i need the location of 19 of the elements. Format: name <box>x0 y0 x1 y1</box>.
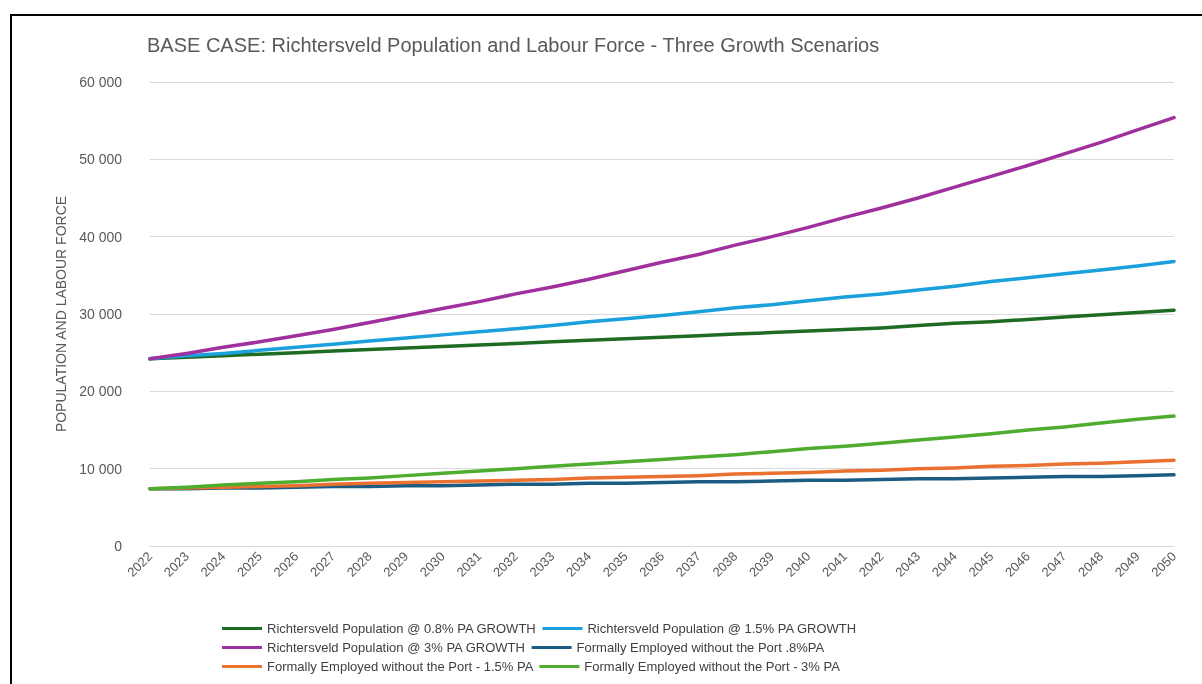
legend-label: Richtersveld Population @ 3% PA GROWTH <box>267 640 525 655</box>
legend-label: Formally Employed without the Port - 1.5% PA <box>267 659 534 674</box>
y-tick-label: 60 000 <box>79 74 123 90</box>
y-tick-label: 10 000 <box>79 460 123 477</box>
legend-label: Richtersveld Population @ 0.8% PA GROWTH <box>267 621 536 636</box>
legend-label: Formally Employed without the Port .8%PA <box>576 640 825 655</box>
y-tick-label: 30 000 <box>79 306 123 322</box>
line-series <box>148 115 1176 361</box>
y-tick-label: 20 000 <box>79 383 123 400</box>
y-tick-label: 0 <box>114 538 123 554</box>
y-tick-label: 50 000 <box>79 151 123 168</box>
line-series <box>148 458 1176 491</box>
legend-label: Richtersveld Population @ 1.5% PA GROWTH <box>587 621 857 636</box>
y-tick-label: 40 000 <box>79 228 123 245</box>
chart-title: BASE CASE: Richtersveld Population and Labour Force - Three Growth Scenarios <box>147 34 880 56</box>
legend-label: Formally Employed without the Port - 3% PA <box>584 659 841 674</box>
line-series <box>148 308 1176 361</box>
y-axis-title: POPULATION AND LABOUR FORCE <box>53 195 69 433</box>
line-series <box>148 414 1176 491</box>
